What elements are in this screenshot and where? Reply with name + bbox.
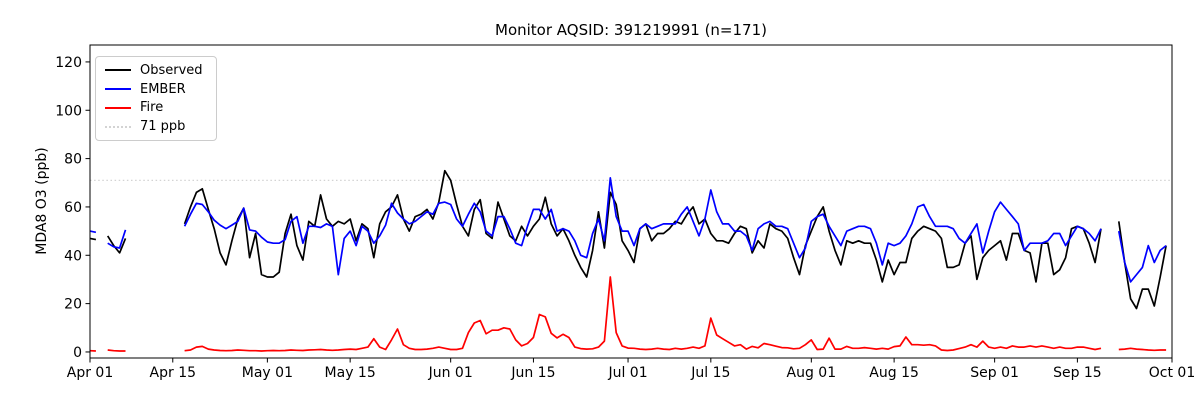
x-tick-label: Aug 15 [869, 365, 919, 381]
observed-line [106, 235, 127, 254]
y-tick-label: 0 [73, 345, 82, 361]
legend-label: Observed [140, 62, 203, 78]
x-tick-label: Jul 01 [607, 365, 647, 381]
71-ppb-swatch-icon [105, 125, 131, 128]
ember-swatch-icon [105, 88, 131, 91]
legend-item-71-ppb: 71 ppb [96, 118, 216, 136]
plot-frame [89, 44, 1173, 359]
x-tick-label: Sep 01 [970, 365, 1019, 381]
x-tick-label: Apr 15 [150, 365, 196, 381]
x-tick-label: Jun 01 [428, 365, 473, 381]
ember-line [107, 229, 127, 249]
x-tick-label: Jun 15 [510, 365, 555, 381]
x-tick-label: Jul 15 [690, 365, 730, 381]
y-tick-label: 120 [55, 55, 82, 71]
x-tick-label: Sep 15 [1053, 365, 1102, 381]
observed-swatch-icon [105, 69, 131, 72]
y-tick-label: 100 [55, 103, 82, 119]
legend-item-fire: Fire [96, 99, 216, 117]
legend-item-ember: EMBER [96, 80, 216, 98]
ember-line [183, 177, 1102, 276]
fire-line [184, 276, 1102, 352]
ember-line [1117, 230, 1167, 283]
x-tick-label: May 01 [242, 365, 293, 381]
y-tick-label: 20 [64, 297, 82, 313]
y-tick-label: 60 [64, 200, 82, 216]
legend: Observed EMBER Fire 71 ppb [95, 56, 217, 141]
chart-title: Monitor AQSID: 391219991 (n=171) [495, 21, 767, 39]
y-tick-label: 40 [64, 248, 82, 264]
legend-label: EMBER [140, 81, 186, 97]
legend-item-observed: Observed [96, 61, 216, 79]
legend-label: Fire [140, 100, 164, 116]
y-tick-label: 80 [64, 152, 82, 168]
ember-line [89, 230, 97, 234]
x-tick-label: May 15 [325, 365, 376, 381]
observed-line [1117, 221, 1167, 310]
fire-line [1118, 347, 1167, 352]
x-tick-label: Aug 01 [787, 365, 837, 381]
y-axis-label: MDA8 O3 (ppb) [34, 147, 50, 255]
fire-line [107, 349, 126, 352]
x-tick-label: Apr 01 [67, 365, 113, 381]
x-tick-label: Oct 01 [1149, 365, 1195, 381]
fire-swatch-icon [105, 106, 131, 109]
observed-line [89, 237, 97, 241]
legend-label: 71 ppb [140, 119, 186, 135]
